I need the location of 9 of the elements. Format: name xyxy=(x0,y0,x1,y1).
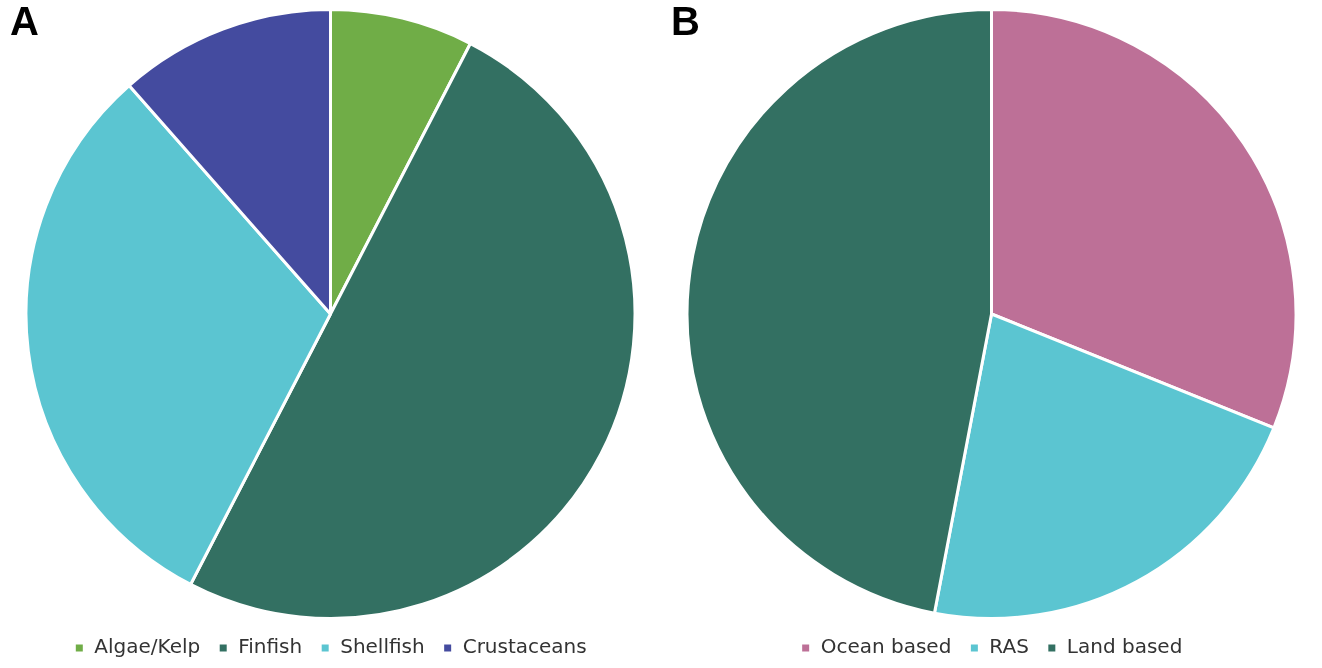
legend-label: Finfish xyxy=(238,634,303,659)
legend-label: Ocean based xyxy=(820,634,952,659)
legend-label: Algae/Kelp xyxy=(94,634,201,659)
chart-title: B xyxy=(671,0,700,44)
legend-label: Land based xyxy=(1066,634,1183,659)
legend-label: Shellfish xyxy=(340,634,425,659)
chart-title: A xyxy=(10,0,39,44)
legend-label: Crustaceans xyxy=(462,634,587,659)
legend-label: RAS xyxy=(989,634,1029,659)
